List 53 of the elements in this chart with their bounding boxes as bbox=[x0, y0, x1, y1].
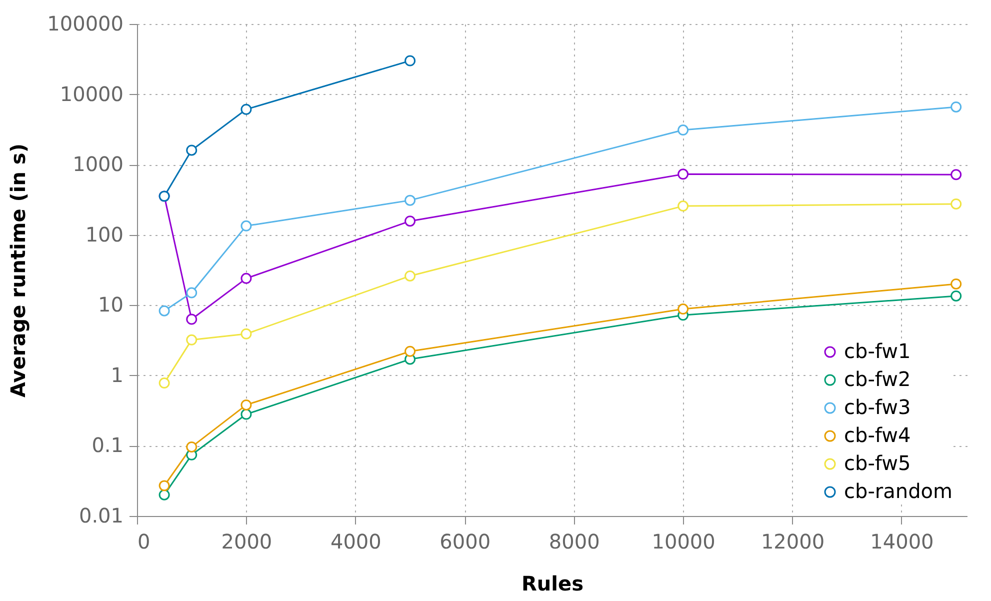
point bbox=[404, 216, 416, 227]
legend-label: cb-fw3 bbox=[844, 395, 911, 419]
x-tick-label: 4000 bbox=[330, 530, 382, 554]
point bbox=[240, 104, 252, 115]
point bbox=[186, 314, 198, 325]
x-tick-label: 6000 bbox=[440, 530, 491, 554]
x-tick-label: 10000 bbox=[652, 530, 716, 554]
point bbox=[678, 168, 689, 180]
point bbox=[158, 305, 170, 316]
legend-label: cb-random bbox=[844, 479, 952, 503]
point bbox=[240, 220, 252, 232]
point bbox=[404, 194, 416, 206]
x-tick-label: 2000 bbox=[221, 530, 272, 554]
point bbox=[240, 399, 252, 410]
point bbox=[678, 304, 689, 315]
legend-label: cb-fw2 bbox=[844, 367, 911, 391]
point bbox=[186, 334, 198, 346]
point bbox=[678, 124, 689, 136]
y-tick-label: 10000 bbox=[60, 82, 124, 106]
point bbox=[186, 287, 198, 298]
x-tick-label: 14000 bbox=[870, 530, 934, 554]
y-tick-label: 100000 bbox=[47, 12, 124, 36]
x-tick-label: 12000 bbox=[760, 530, 825, 554]
y-tick-label: 1 bbox=[110, 362, 124, 387]
legend-label: cb-fw5 bbox=[844, 451, 911, 475]
point bbox=[950, 169, 962, 180]
point bbox=[950, 278, 962, 290]
point bbox=[158, 378, 170, 388]
point bbox=[240, 328, 252, 340]
y-tick-label: 10 bbox=[98, 292, 124, 317]
point bbox=[240, 408, 252, 420]
point bbox=[404, 55, 416, 66]
y-tick-label: 0.1 bbox=[92, 433, 124, 458]
point bbox=[950, 198, 962, 210]
y-axis-title: Average runtime (in s) bbox=[6, 144, 30, 398]
point bbox=[186, 144, 198, 156]
point bbox=[158, 480, 170, 492]
legend-label: cb-fw4 bbox=[844, 423, 911, 447]
point bbox=[404, 346, 416, 357]
point bbox=[240, 272, 252, 284]
x-tick-label: 0 bbox=[138, 530, 150, 554]
x-axis-title: Rules bbox=[522, 572, 584, 596]
y-tick-label: 100 bbox=[85, 222, 124, 246]
point bbox=[158, 489, 170, 500]
y-tick-label: 1000 bbox=[72, 152, 124, 176]
x-tick-label: 8000 bbox=[548, 530, 600, 554]
point bbox=[950, 101, 962, 112]
y-tick-label: 0.01 bbox=[78, 504, 124, 528]
point bbox=[186, 441, 198, 452]
legend-label: cb-fw1 bbox=[844, 339, 911, 363]
point bbox=[678, 200, 689, 212]
point bbox=[404, 270, 416, 282]
point bbox=[950, 290, 962, 302]
